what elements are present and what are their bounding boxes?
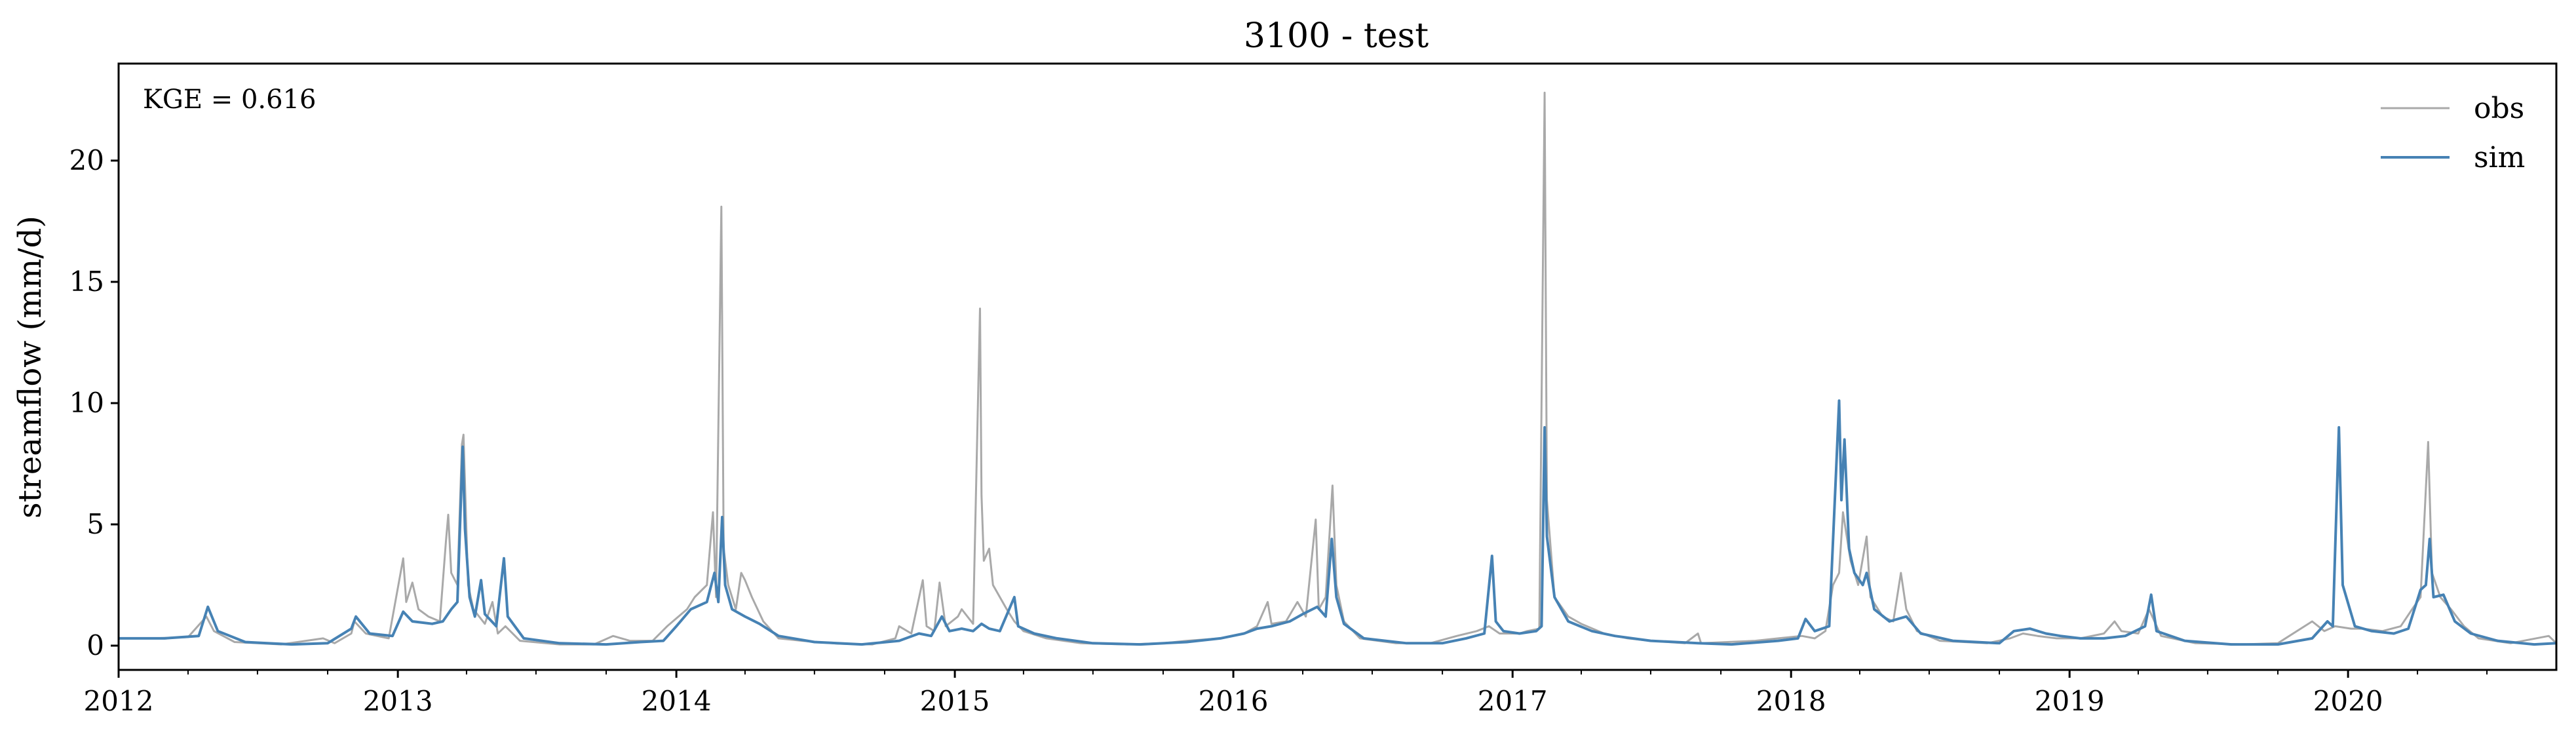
x-tick-label: 2019 (2035, 685, 2105, 717)
series-layer (119, 91, 2556, 646)
y-tick-label: 20 (69, 144, 104, 176)
x-axis: 2012 2013 2014 2015 2016 2017 2018 2019 2020 (84, 670, 2488, 717)
x-tick-label: 2018 (1756, 685, 1826, 717)
y-axis-label: streamflow (mm/d) (12, 216, 48, 518)
y-tick-label: 10 (69, 387, 104, 419)
x-tick-label: 2020 (2313, 685, 2383, 717)
kge-annotation: KGE = 0.616 (143, 85, 317, 115)
legend-sim-label: sim (2474, 141, 2525, 174)
x-tick-label: 2013 (363, 685, 433, 717)
x-tick-label: 2015 (920, 685, 990, 717)
series-line-obs (119, 91, 2556, 646)
y-axis: 0 5 10 15 20 (69, 144, 119, 661)
x-tick-label: 2017 (1478, 685, 1548, 717)
x-tick-label: 2012 (84, 685, 154, 717)
y-tick-label: 0 (87, 629, 104, 661)
plot-area-frame (117, 62, 2558, 671)
chart-title: 3100 - test (1244, 16, 1429, 56)
legend: obs sim (2381, 92, 2525, 174)
x-tick-label: 2016 (1199, 685, 1269, 717)
series-line-sim (119, 399, 2556, 646)
x-tick-label: 2014 (642, 685, 712, 717)
y-tick-label: 15 (69, 265, 104, 298)
legend-obs-label: obs (2474, 92, 2524, 125)
y-tick-label: 5 (87, 508, 104, 540)
